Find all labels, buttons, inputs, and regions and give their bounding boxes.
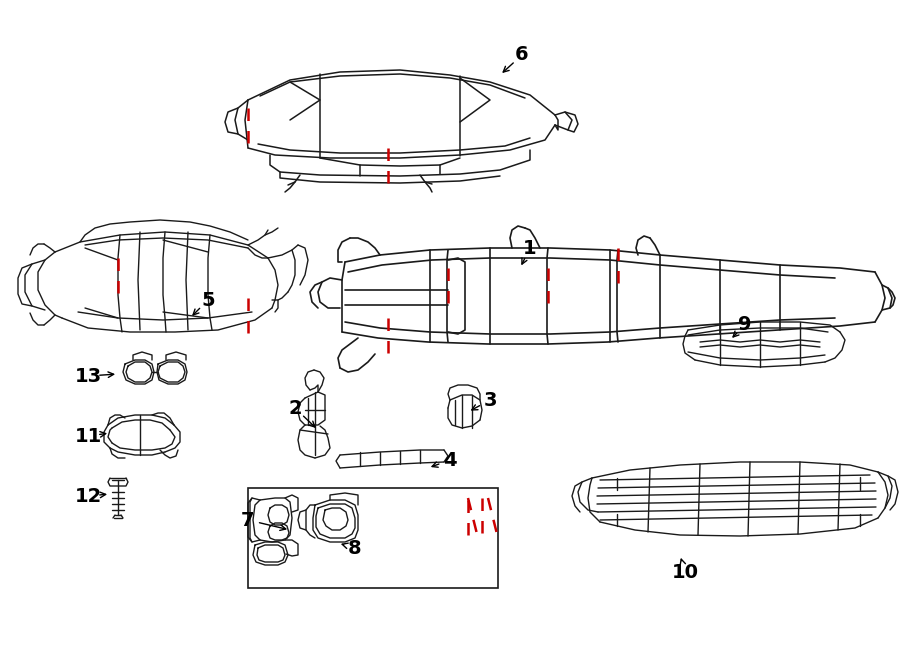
Text: 9: 9 xyxy=(738,316,752,334)
Text: 5: 5 xyxy=(202,291,215,310)
Text: 10: 10 xyxy=(671,563,698,581)
Text: 2: 2 xyxy=(288,399,302,418)
Text: 6: 6 xyxy=(515,46,529,64)
Text: 3: 3 xyxy=(483,391,497,410)
Text: 8: 8 xyxy=(348,538,362,557)
Text: 4: 4 xyxy=(443,451,457,469)
Text: 11: 11 xyxy=(75,426,102,446)
Text: 1: 1 xyxy=(523,238,536,258)
Text: 7: 7 xyxy=(241,510,255,530)
Bar xyxy=(248,488,498,588)
Text: 12: 12 xyxy=(75,487,102,506)
Text: 13: 13 xyxy=(75,367,102,385)
